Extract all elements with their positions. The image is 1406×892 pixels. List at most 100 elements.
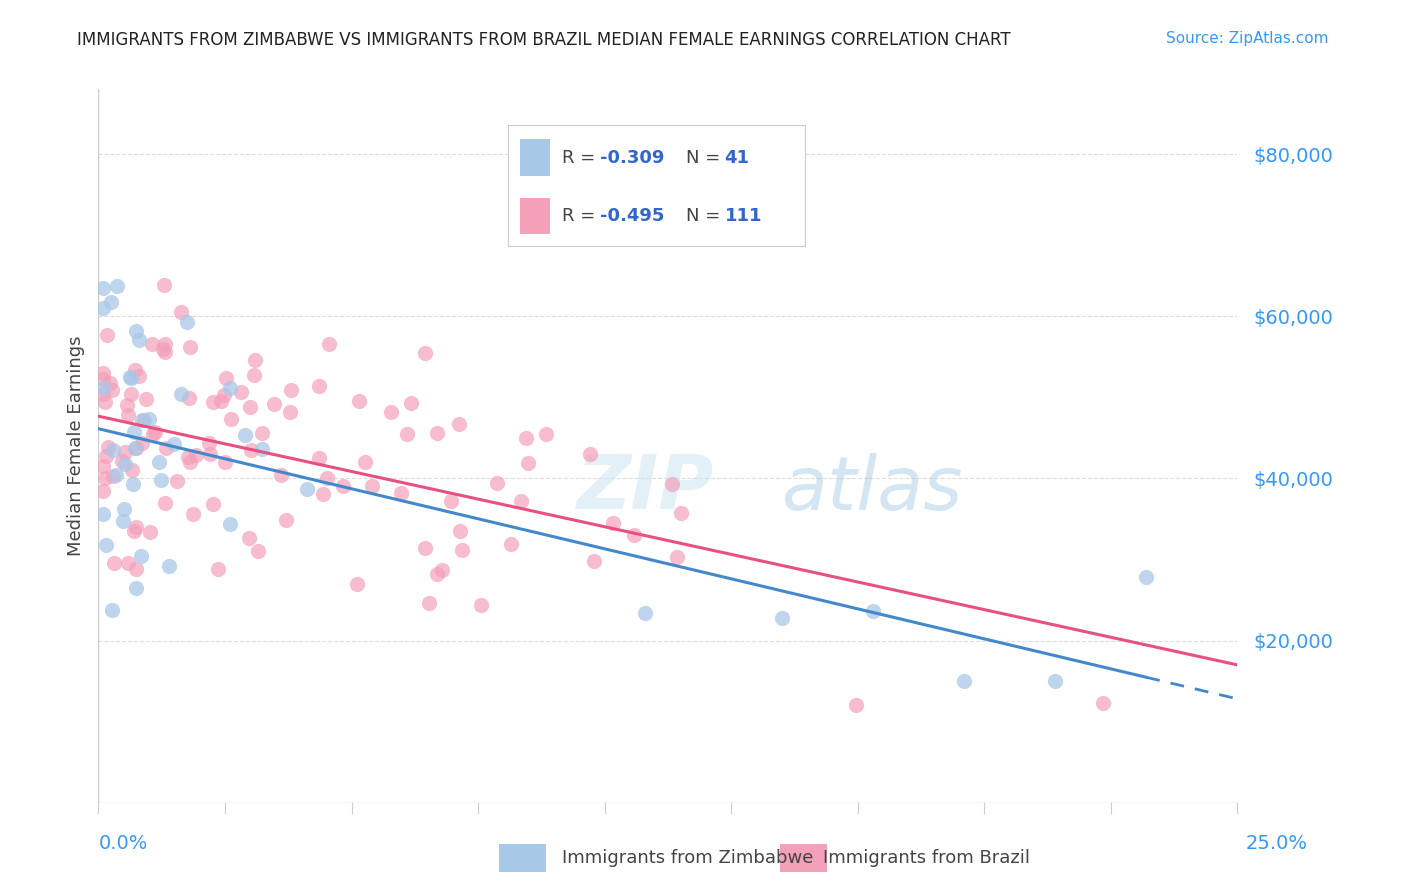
- Point: [125, 442, 148, 456]
- Point: [132, 413, 155, 427]
- Point: [125, 324, 148, 338]
- Point: [426, 566, 449, 581]
- Point: [215, 370, 238, 384]
- Point: [157, 558, 180, 573]
- Point: [148, 455, 170, 469]
- Point: [105, 279, 128, 293]
- Point: [316, 471, 339, 485]
- Point: [166, 474, 188, 488]
- Point: [516, 456, 538, 470]
- Point: [94, 449, 117, 463]
- Point: [104, 468, 127, 483]
- Point: [143, 425, 166, 439]
- Text: 0.0%: 0.0%: [98, 834, 148, 853]
- Point: [238, 531, 260, 545]
- Point: [114, 445, 136, 459]
- Point: [243, 368, 266, 382]
- Point: [308, 451, 330, 466]
- Point: [270, 468, 292, 483]
- Point: [499, 537, 522, 551]
- Point: [245, 352, 267, 367]
- Text: Source: ZipAtlas.com: Source: ZipAtlas.com: [1166, 31, 1329, 46]
- Point: [101, 383, 124, 397]
- Y-axis label: Median Female Earnings: Median Female Earnings: [66, 335, 84, 557]
- Point: [425, 426, 447, 441]
- Text: Immigrants from Brazil: Immigrants from Brazil: [823, 849, 1029, 867]
- Point: [666, 549, 689, 564]
- Point: [96, 538, 118, 552]
- Point: [219, 411, 242, 425]
- Point: [118, 370, 141, 384]
- Point: [332, 479, 354, 493]
- Point: [278, 405, 301, 419]
- Point: [153, 344, 176, 359]
- Point: [184, 448, 207, 462]
- Point: [115, 399, 138, 413]
- Point: [354, 455, 377, 469]
- Point: [94, 395, 117, 409]
- Point: [1135, 570, 1157, 584]
- Point: [486, 476, 509, 491]
- Point: [179, 455, 201, 469]
- Text: 25.0%: 25.0%: [1246, 834, 1308, 853]
- Point: [218, 381, 240, 395]
- Point: [661, 476, 683, 491]
- Point: [295, 482, 318, 496]
- Point: [122, 524, 145, 539]
- Point: [120, 371, 142, 385]
- Point: [139, 525, 162, 540]
- Point: [347, 393, 370, 408]
- Point: [177, 450, 200, 464]
- Point: [149, 474, 172, 488]
- Point: [129, 549, 152, 564]
- Point: [91, 507, 114, 521]
- Point: [153, 337, 176, 351]
- Point: [207, 562, 229, 576]
- Point: [124, 363, 146, 377]
- Point: [100, 603, 122, 617]
- Point: [114, 457, 136, 471]
- Point: [239, 400, 262, 414]
- Point: [91, 281, 114, 295]
- Point: [122, 425, 145, 439]
- Point: [318, 336, 340, 351]
- Point: [579, 447, 602, 461]
- Point: [153, 277, 176, 292]
- Point: [634, 606, 657, 620]
- Point: [231, 384, 253, 399]
- Point: [131, 435, 153, 450]
- Point: [201, 497, 224, 511]
- Point: [449, 524, 471, 538]
- Point: [96, 328, 118, 343]
- Point: [128, 369, 150, 384]
- Point: [602, 516, 624, 530]
- Point: [252, 442, 274, 456]
- Point: [170, 304, 193, 318]
- Point: [470, 598, 492, 612]
- Point: [155, 441, 177, 455]
- Point: [93, 386, 115, 401]
- Point: [125, 520, 148, 534]
- Point: [201, 394, 224, 409]
- Text: ZIP: ZIP: [576, 452, 714, 525]
- Point: [153, 496, 176, 510]
- Text: Immigrants from Zimbabwe: Immigrants from Zimbabwe: [562, 849, 814, 867]
- Point: [389, 486, 412, 500]
- Text: IMMIGRANTS FROM ZIMBABWE VS IMMIGRANTS FROM BRAZIL MEDIAN FEMALE EARNINGS CORREL: IMMIGRANTS FROM ZIMBABWE VS IMMIGRANTS F…: [77, 31, 1011, 49]
- Point: [112, 514, 135, 528]
- Point: [141, 336, 163, 351]
- Point: [97, 440, 120, 454]
- Point: [953, 674, 976, 689]
- Point: [209, 394, 232, 409]
- Point: [396, 427, 419, 442]
- Point: [152, 343, 174, 357]
- Point: [91, 301, 114, 315]
- Point: [276, 513, 298, 527]
- Point: [440, 493, 463, 508]
- Point: [845, 698, 868, 713]
- Point: [142, 427, 165, 442]
- Point: [122, 477, 145, 491]
- Point: [98, 376, 121, 391]
- Point: [112, 502, 135, 516]
- Point: [413, 346, 436, 360]
